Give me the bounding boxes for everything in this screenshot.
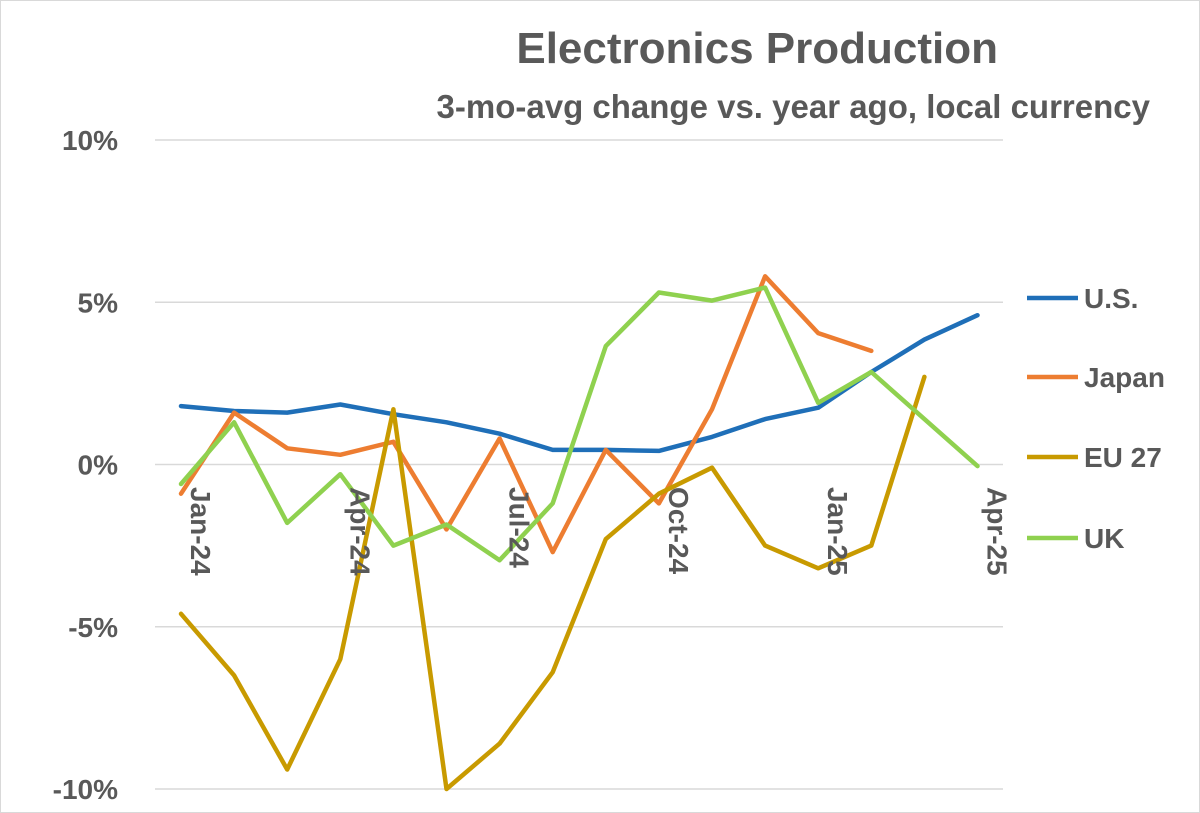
x-tick-label: Apr-25 bbox=[982, 487, 1013, 576]
legend-label: U.S. bbox=[1084, 283, 1138, 314]
x-tick-label: Jan-25 bbox=[822, 487, 853, 576]
x-axis: Jan-24 Apr-24 Jul-24 Oct-24 Jan-25 Apr-25 bbox=[185, 487, 1013, 576]
chart-subtitle: 3-mo-avg change vs. year ago, local curr… bbox=[437, 88, 1151, 125]
x-tick-label: Jan-24 bbox=[185, 487, 216, 576]
y-tick-label: -10% bbox=[53, 774, 118, 805]
series-lines bbox=[178, 274, 980, 792]
y-axis: 10% 5% 0% -5% -10% bbox=[53, 125, 118, 805]
series-line-uk bbox=[178, 285, 980, 563]
x-tick-label: Apr-24 bbox=[344, 487, 375, 576]
gridlines bbox=[155, 139, 1003, 790]
y-tick-label: -5% bbox=[68, 612, 118, 643]
legend: U.S. Japan EU 27 UK bbox=[1027, 283, 1165, 554]
y-tick-label: 5% bbox=[78, 287, 119, 318]
y-tick-label: 10% bbox=[62, 125, 118, 156]
x-tick-label: Oct-24 bbox=[663, 487, 694, 575]
series-line-japan bbox=[178, 274, 874, 555]
legend-label: Japan bbox=[1084, 362, 1165, 393]
y-tick-label: 0% bbox=[78, 450, 119, 481]
x-tick-label: Jul-24 bbox=[504, 487, 535, 568]
chart-title: Electronics Production bbox=[516, 24, 998, 73]
series-line-eu-27 bbox=[178, 374, 927, 792]
legend-label: UK bbox=[1084, 523, 1124, 554]
legend-label: EU 27 bbox=[1084, 442, 1162, 473]
